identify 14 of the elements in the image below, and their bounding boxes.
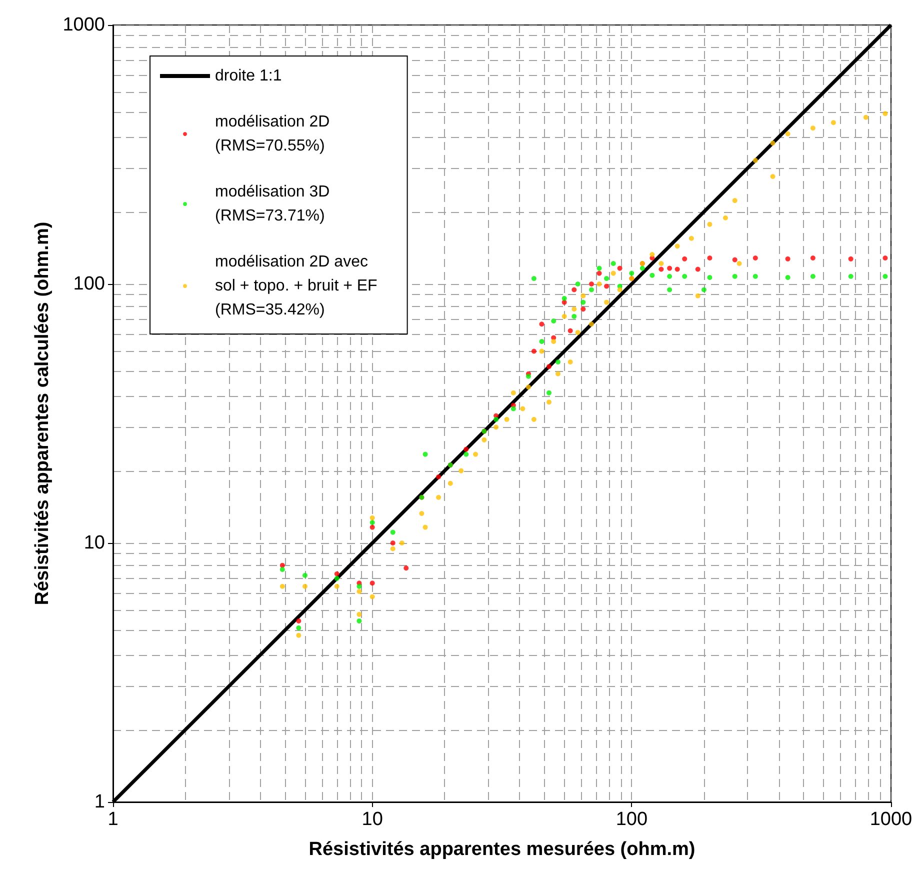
legend-label: modélisation 3D (RMS=73.71%) xyxy=(215,184,330,224)
legend-label: modélisation 2D (RMS=70.55%) xyxy=(215,114,330,154)
y-tick-label: 100 xyxy=(73,274,105,294)
x-tick-label: 100 xyxy=(616,809,648,830)
y-tick-label: 1000 xyxy=(62,14,105,36)
legend-label: modélisation 2D avec sol + topo. + bruit + EF (RMS=35.42%) xyxy=(215,254,378,318)
legend-label: droite 1:1 xyxy=(215,68,282,84)
x-tick-label: 1000 xyxy=(870,809,912,830)
x-axis-title: Résistivités apparentes mesurées (ohm.m) xyxy=(308,839,696,860)
y-axis-title: Résistivités apparentes calculées (ohm.m) xyxy=(32,222,53,606)
x-tick-label: 1 xyxy=(108,809,118,830)
y-tick-label: 1 xyxy=(94,792,105,812)
x-tick-label: 10 xyxy=(362,809,383,830)
y-tick-label: 10 xyxy=(84,532,105,554)
